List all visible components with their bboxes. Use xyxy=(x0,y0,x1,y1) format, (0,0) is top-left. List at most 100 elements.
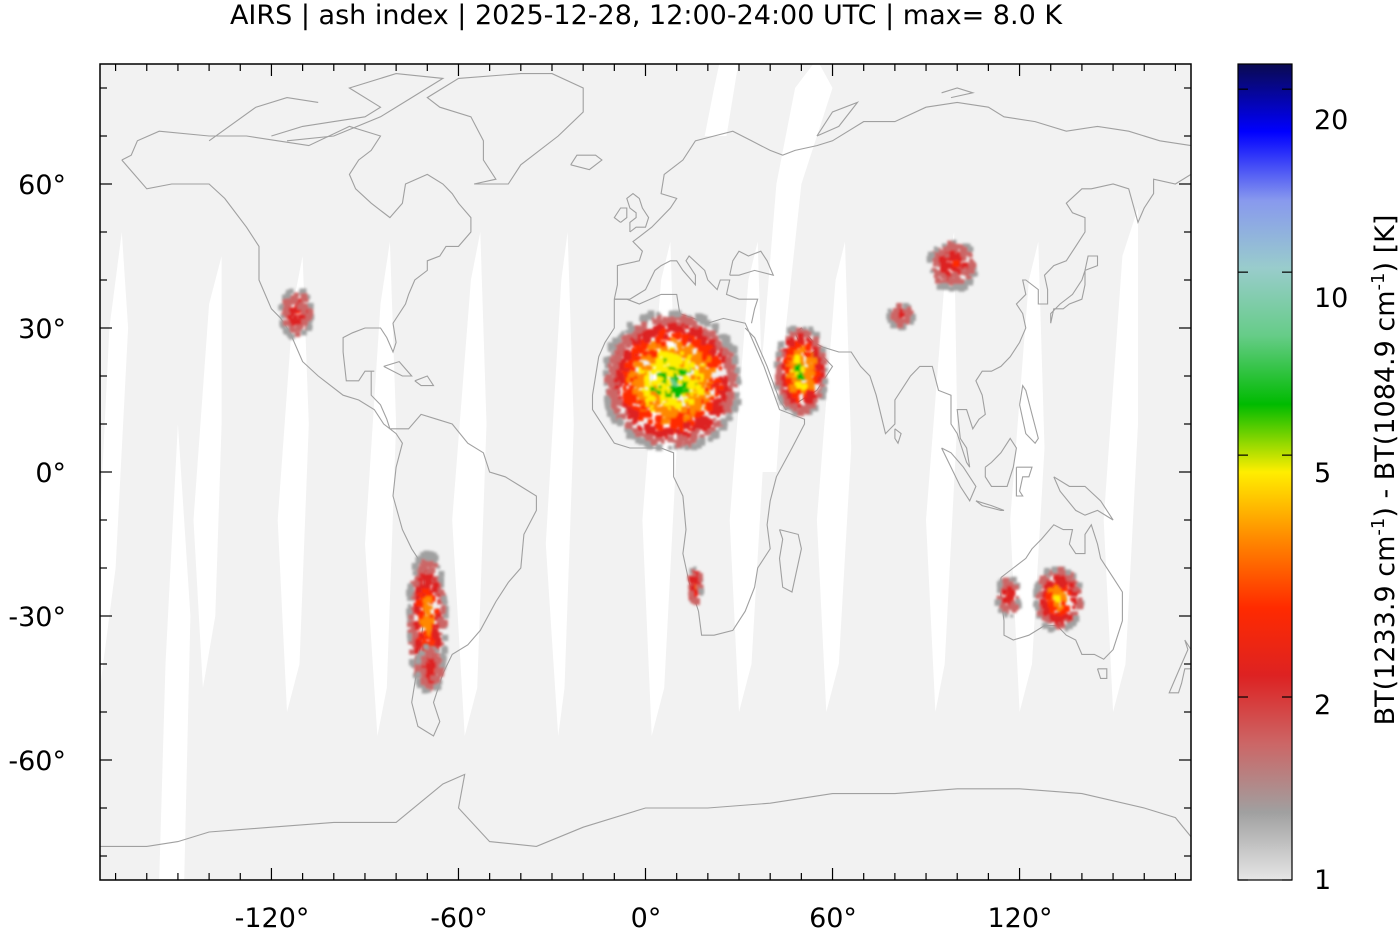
orbit-gap xyxy=(1103,208,1138,712)
ash-pixel xyxy=(968,268,975,274)
ash-pixel xyxy=(414,648,421,655)
ash-pixel xyxy=(642,330,648,336)
coastline xyxy=(614,255,759,324)
ash-pixel xyxy=(819,377,823,381)
ash-pixel xyxy=(684,355,688,359)
ash-pixel xyxy=(968,253,973,258)
ash-pixel xyxy=(622,334,630,342)
ash-pixel xyxy=(629,389,633,394)
colorbar-tick-label: 20 xyxy=(1314,105,1348,136)
coastline xyxy=(984,437,1017,487)
ash-pixel xyxy=(688,398,695,405)
ash-pixel xyxy=(936,251,941,256)
ash-pixel xyxy=(427,560,434,567)
ash-pixel xyxy=(785,393,791,400)
ash-pixel xyxy=(713,400,720,407)
ash-pixel xyxy=(680,351,684,355)
ash-pixel xyxy=(780,363,786,369)
coastline xyxy=(591,293,806,636)
ash-pixel xyxy=(692,356,697,361)
ash-pixel xyxy=(672,325,680,332)
ash-pixel xyxy=(780,383,785,388)
ash-pixel xyxy=(1066,622,1073,630)
ash-pixel xyxy=(1041,602,1048,609)
ash-pixel xyxy=(609,376,615,383)
ash-pixel xyxy=(694,601,699,605)
ash-pixel xyxy=(414,588,421,595)
ash-pixel xyxy=(715,430,720,434)
ash-pixel xyxy=(407,629,414,635)
ash-pixel xyxy=(655,445,661,450)
ash-pixel xyxy=(696,589,701,595)
ash-pixel xyxy=(684,318,691,325)
ash-pixel xyxy=(805,330,812,336)
ash-pixel xyxy=(786,370,790,374)
ash-pixel xyxy=(684,388,690,393)
ash-pixel xyxy=(728,391,735,398)
ash-pixel xyxy=(696,340,701,345)
ash-pixel xyxy=(639,390,643,394)
ash-pixel xyxy=(416,644,421,649)
ash-pixel xyxy=(960,254,967,261)
ash-pixel xyxy=(695,326,703,333)
ash-pixel xyxy=(804,397,808,402)
ash-pixel xyxy=(670,406,676,412)
ash-pixel xyxy=(424,602,428,606)
ash-pixel xyxy=(427,653,434,659)
ash-pixel xyxy=(434,657,439,663)
ash-region xyxy=(773,325,829,417)
ash-pixel xyxy=(629,377,634,382)
ash-pixel xyxy=(717,340,722,345)
ash-pixel xyxy=(671,381,677,387)
ash-region xyxy=(278,288,315,340)
ash-pixel xyxy=(664,435,670,440)
ash-pixel xyxy=(672,409,679,416)
ash-pixel xyxy=(732,354,738,361)
ash-pixel xyxy=(624,426,631,433)
ash-pixel xyxy=(1035,606,1040,611)
ash-pixel xyxy=(1060,584,1068,592)
ash-pixel xyxy=(647,354,654,362)
ash-pixel xyxy=(790,326,796,332)
ash-pixel xyxy=(698,439,706,446)
ash-pixel xyxy=(617,396,623,402)
ash-pixel xyxy=(604,382,608,386)
ash-pixel xyxy=(425,596,432,603)
ash-pixel xyxy=(707,436,714,442)
ash-pixel xyxy=(690,585,696,591)
ash-pixel xyxy=(660,341,667,347)
ash-pixel xyxy=(641,321,647,328)
ash-pixel xyxy=(800,362,805,366)
ash-pixel xyxy=(411,563,419,570)
ash-pixel xyxy=(810,395,815,399)
ash-pixel xyxy=(420,678,428,686)
ash-pixel xyxy=(1050,615,1057,622)
ash-pixel xyxy=(428,618,435,624)
ash-pixel xyxy=(792,397,800,405)
ash-pixel xyxy=(638,367,645,374)
ash-pixel xyxy=(1011,576,1017,583)
ash-pixel xyxy=(290,318,298,326)
ash-pixel xyxy=(670,414,674,418)
ash-pixel xyxy=(692,393,698,398)
ash-pixel xyxy=(616,408,620,413)
ash-pixel xyxy=(614,344,621,351)
ash-pixel xyxy=(624,377,630,383)
ash-pixel xyxy=(694,370,699,376)
ash-pixel xyxy=(711,362,717,368)
ash-pixel xyxy=(439,599,445,605)
coastline xyxy=(816,101,860,137)
ash-pixel xyxy=(1005,595,1011,601)
ash-pixel xyxy=(644,344,649,348)
ash-pixel xyxy=(419,564,426,571)
ash-pixel xyxy=(282,307,289,314)
ash-pixel xyxy=(1041,616,1046,621)
ash-pixel xyxy=(673,357,679,364)
ash-pixel xyxy=(792,380,797,385)
ash-pixel xyxy=(887,308,892,313)
ash-pixel xyxy=(717,360,721,364)
coastline xyxy=(208,97,319,142)
ash-pixel xyxy=(640,407,648,414)
ash-pixel xyxy=(421,640,427,646)
ash-pixel xyxy=(1052,602,1060,610)
